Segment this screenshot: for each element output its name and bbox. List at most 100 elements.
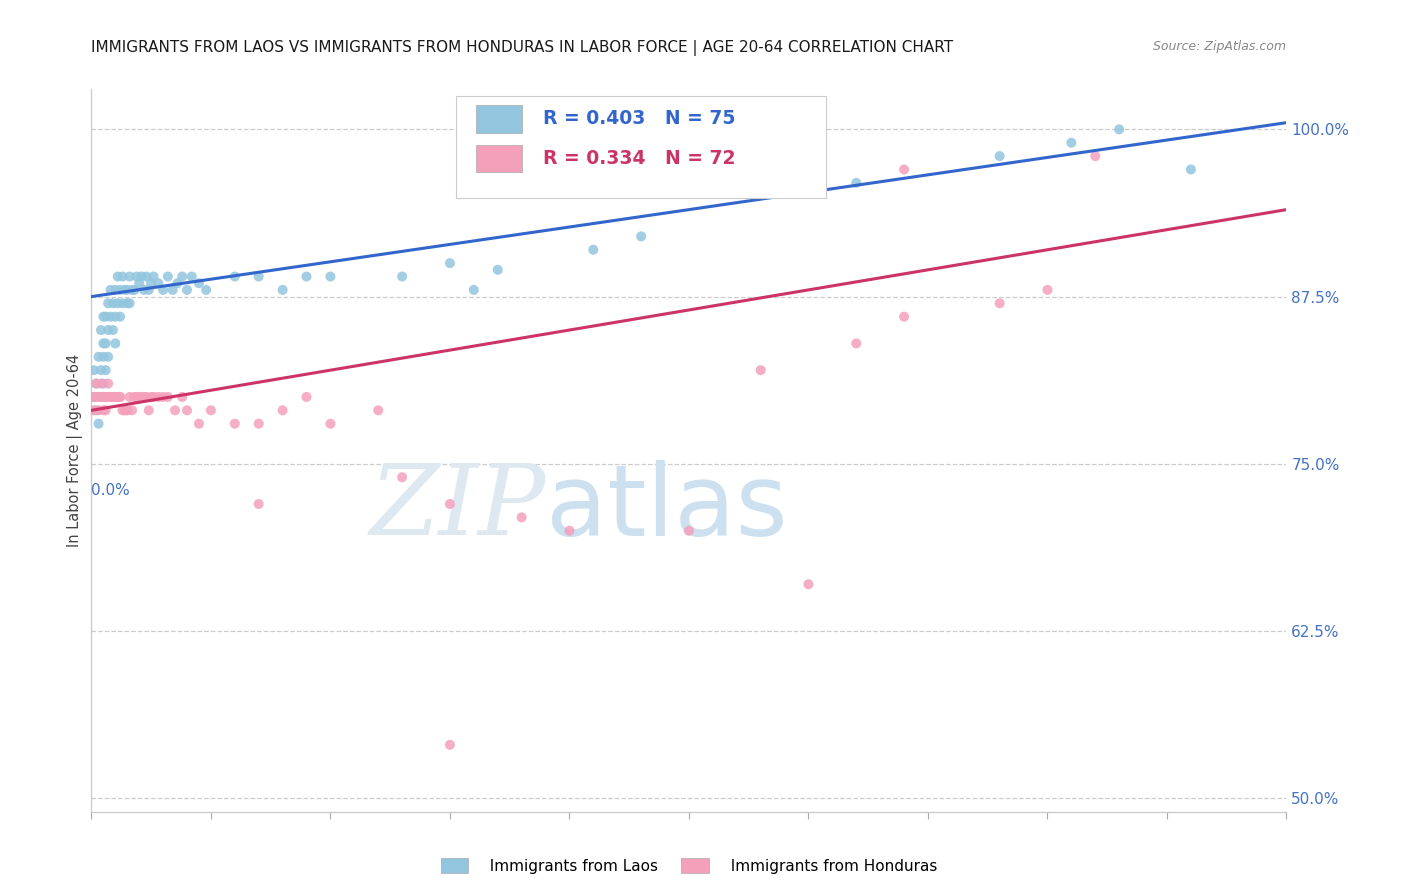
Point	[988, 149, 1011, 163]
Point	[163, 403, 186, 417]
Point	[104, 310, 127, 324]
Point	[111, 403, 134, 417]
Point	[87, 403, 110, 417]
Point	[124, 283, 146, 297]
Point	[247, 417, 270, 431]
Point	[93, 403, 114, 417]
Point	[84, 376, 107, 391]
Point	[118, 269, 141, 284]
Point	[172, 390, 194, 404]
Point	[391, 470, 413, 484]
Point	[93, 336, 114, 351]
Point	[439, 497, 461, 511]
Point	[107, 390, 129, 404]
Point	[107, 269, 129, 284]
Point	[100, 390, 122, 404]
Point	[131, 390, 153, 404]
Point	[97, 350, 120, 364]
Point	[187, 417, 211, 431]
Point	[135, 390, 157, 404]
Point	[797, 577, 820, 591]
Point	[115, 296, 138, 310]
Point	[83, 390, 105, 404]
Text: R = 0.403   N = 75: R = 0.403 N = 75	[543, 110, 735, 128]
Point	[1084, 149, 1107, 163]
Point	[630, 229, 652, 244]
Point	[176, 283, 198, 297]
Point	[582, 243, 605, 257]
Point	[845, 176, 868, 190]
Point	[101, 390, 124, 404]
Point	[90, 376, 112, 391]
Point	[187, 276, 211, 290]
Point	[224, 269, 246, 284]
Point	[319, 269, 342, 284]
Point	[439, 256, 461, 270]
Point	[176, 403, 198, 417]
Point	[90, 390, 112, 404]
Point	[108, 390, 131, 404]
Point	[156, 269, 179, 284]
Point	[152, 390, 174, 404]
Point	[510, 510, 533, 524]
Point	[271, 283, 294, 297]
Text: 0.0%: 0.0%	[91, 483, 131, 498]
Point	[247, 269, 270, 284]
Point	[166, 276, 188, 290]
Point	[94, 310, 117, 324]
Point	[94, 363, 117, 377]
Point	[319, 417, 342, 431]
Point	[749, 363, 772, 377]
Point	[90, 363, 112, 377]
Point	[391, 269, 413, 284]
Point	[97, 376, 120, 391]
Point	[224, 417, 246, 431]
Point	[111, 296, 134, 310]
Point	[156, 390, 179, 404]
Point	[94, 403, 117, 417]
Point	[138, 403, 160, 417]
FancyBboxPatch shape	[456, 96, 827, 198]
Point	[93, 350, 114, 364]
Point	[83, 403, 105, 417]
Point	[125, 269, 148, 284]
Point	[93, 310, 114, 324]
Point	[247, 497, 270, 511]
Point	[93, 390, 114, 404]
Point	[558, 524, 581, 538]
Point	[104, 390, 127, 404]
Text: ZIP: ZIP	[370, 460, 546, 556]
Point	[121, 283, 143, 297]
Point	[1036, 283, 1059, 297]
Text: atlas: atlas	[546, 459, 787, 557]
Point	[1108, 122, 1130, 136]
Point	[141, 390, 162, 404]
Point	[172, 269, 194, 284]
Point	[84, 403, 107, 417]
Point	[114, 283, 136, 297]
Point	[135, 269, 157, 284]
Point	[84, 390, 107, 404]
Point	[101, 390, 124, 404]
Point	[295, 269, 318, 284]
Point	[107, 296, 129, 310]
Point	[295, 390, 318, 404]
Point	[118, 296, 141, 310]
Point	[128, 276, 150, 290]
Point	[87, 417, 110, 431]
Point	[87, 390, 110, 404]
Point	[121, 403, 143, 417]
Point	[93, 376, 114, 391]
Point	[118, 390, 141, 404]
Point	[367, 403, 389, 417]
Point	[152, 283, 174, 297]
Legend:   Immigrants from Laos,   Immigrants from Honduras: Immigrants from Laos, Immigrants from Ho…	[434, 852, 943, 880]
Point	[104, 336, 127, 351]
Point	[90, 390, 112, 404]
Point	[107, 390, 129, 404]
Point	[195, 283, 218, 297]
Point	[162, 283, 184, 297]
Point	[142, 390, 165, 404]
Point	[124, 390, 146, 404]
Point	[93, 390, 114, 404]
